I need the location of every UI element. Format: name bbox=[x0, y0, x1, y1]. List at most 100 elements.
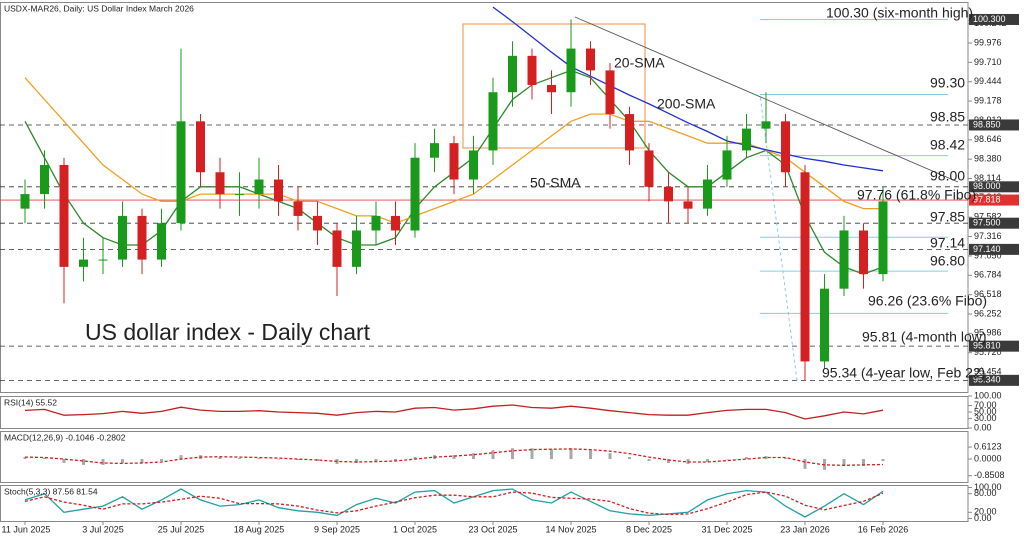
panel-frame bbox=[0, 485, 969, 522]
x-tick-label: 31 Dec 2025 bbox=[701, 524, 752, 534]
candle-body bbox=[761, 121, 771, 129]
x-tick-label: 16 Feb 2026 bbox=[858, 524, 909, 534]
series-line bbox=[24, 448, 884, 466]
series-label: 50-SMA bbox=[530, 175, 581, 191]
bar bbox=[842, 459, 846, 466]
candle-body bbox=[254, 179, 264, 195]
x-tick-label: 14 Nov 2025 bbox=[545, 524, 596, 534]
annotation: 96.80 bbox=[930, 253, 965, 269]
y-tick-label: 96.518 bbox=[974, 289, 1002, 299]
annotation: 95.81 (4-month low) bbox=[862, 329, 987, 345]
current-price-label: 97.818 bbox=[973, 194, 1001, 204]
y-tick-label: 97.582 bbox=[974, 212, 1002, 222]
bar bbox=[62, 459, 66, 463]
y-tick-label: 98.646 bbox=[974, 134, 1002, 144]
y-tick-label: 95.720 bbox=[974, 347, 1002, 357]
y-tick-label: 99.444 bbox=[974, 76, 1002, 86]
candle-body bbox=[20, 194, 30, 209]
bar bbox=[628, 457, 631, 460]
price-label-box bbox=[969, 340, 1019, 352]
price-label-box bbox=[969, 181, 1019, 193]
candle-body bbox=[586, 48, 595, 71]
bar bbox=[862, 459, 865, 466]
x-tick-label: 23 Jan 2026 bbox=[780, 524, 830, 534]
candle-body bbox=[332, 230, 342, 267]
bar bbox=[647, 459, 651, 462]
candle-body bbox=[878, 201, 888, 275]
bar bbox=[452, 455, 456, 460]
x-tick-label: 3 Jul 2025 bbox=[82, 524, 124, 534]
price-label: 98.850 bbox=[973, 119, 1001, 129]
series-line bbox=[24, 77, 883, 224]
y-tick-label: 100.00 bbox=[974, 482, 1002, 492]
candle-body bbox=[196, 121, 205, 173]
x-tick-label: 25 Jul 2025 bbox=[158, 524, 205, 534]
y-tick-label: 0.00 bbox=[974, 513, 992, 523]
bar bbox=[511, 448, 514, 460]
candle-body bbox=[59, 164, 69, 267]
candle-body bbox=[313, 215, 322, 231]
bar bbox=[121, 459, 124, 463]
annotation: 99.30 bbox=[930, 75, 965, 91]
y-tick-label: 20.00 bbox=[974, 507, 997, 517]
bar bbox=[413, 457, 417, 460]
bar bbox=[257, 458, 261, 460]
y-tick-label: 96.784 bbox=[974, 270, 1002, 280]
bar bbox=[43, 458, 46, 460]
candle-body bbox=[137, 215, 147, 260]
bar bbox=[784, 458, 787, 460]
candle-body bbox=[683, 201, 693, 209]
current-price-box bbox=[969, 194, 1019, 206]
bar bbox=[355, 459, 358, 463]
y-tick-label: 97.316 bbox=[974, 231, 1002, 241]
bar bbox=[589, 450, 592, 460]
bar bbox=[82, 459, 85, 465]
candle-body bbox=[605, 70, 615, 115]
bar bbox=[296, 459, 300, 461]
bar bbox=[491, 450, 495, 460]
y-tick-label: 0.0000 bbox=[974, 453, 1002, 463]
price-label-box bbox=[969, 119, 1019, 131]
bar bbox=[140, 459, 144, 463]
candle-body bbox=[293, 201, 303, 216]
candle-body bbox=[79, 259, 88, 267]
bar bbox=[277, 459, 280, 460]
bar bbox=[608, 453, 612, 460]
series-line bbox=[24, 491, 884, 516]
candle-body bbox=[430, 143, 439, 158]
candle-body bbox=[274, 179, 283, 202]
candle-body bbox=[722, 150, 732, 180]
series-label: 200-SMA bbox=[657, 96, 716, 112]
series-line bbox=[492, 6, 884, 172]
candle-body bbox=[566, 48, 576, 93]
panel-title: RSI(14) 55.52 bbox=[4, 397, 57, 407]
y-tick-label: 99.976 bbox=[974, 37, 1002, 47]
bar bbox=[667, 459, 670, 463]
candle-body bbox=[469, 150, 478, 180]
x-tick-label: 1 Oct 2025 bbox=[393, 524, 437, 534]
price-label-box bbox=[969, 243, 1019, 255]
bar bbox=[179, 455, 183, 460]
bar bbox=[550, 449, 553, 460]
candle-body bbox=[371, 215, 381, 231]
candle-body bbox=[800, 172, 810, 362]
bar bbox=[764, 456, 768, 460]
y-tick-label: 98.114 bbox=[974, 173, 1001, 183]
annotation: 100.30 (six-month high) bbox=[826, 5, 973, 21]
candle-body bbox=[391, 215, 400, 231]
candle-body bbox=[449, 143, 459, 180]
x-tick-label: 9 Sep 2025 bbox=[314, 524, 360, 534]
candle-body bbox=[98, 259, 108, 261]
candle-body bbox=[352, 230, 361, 267]
y-tick-label: -0.8508 bbox=[974, 470, 1005, 480]
annotation: 98.00 bbox=[930, 168, 965, 184]
bar bbox=[530, 448, 534, 460]
bar bbox=[569, 448, 573, 460]
candle-body bbox=[839, 230, 849, 289]
candle-body bbox=[703, 179, 712, 209]
price-label: 97.140 bbox=[973, 244, 1001, 254]
annotation: 97.76 (61.8% Fibo) bbox=[857, 187, 976, 203]
chart-title: USDX-MAR26, Daily: US Dollar Index March… bbox=[4, 3, 194, 13]
y-tick-label: 99.710 bbox=[974, 57, 1002, 67]
price-label-box bbox=[969, 217, 1019, 229]
